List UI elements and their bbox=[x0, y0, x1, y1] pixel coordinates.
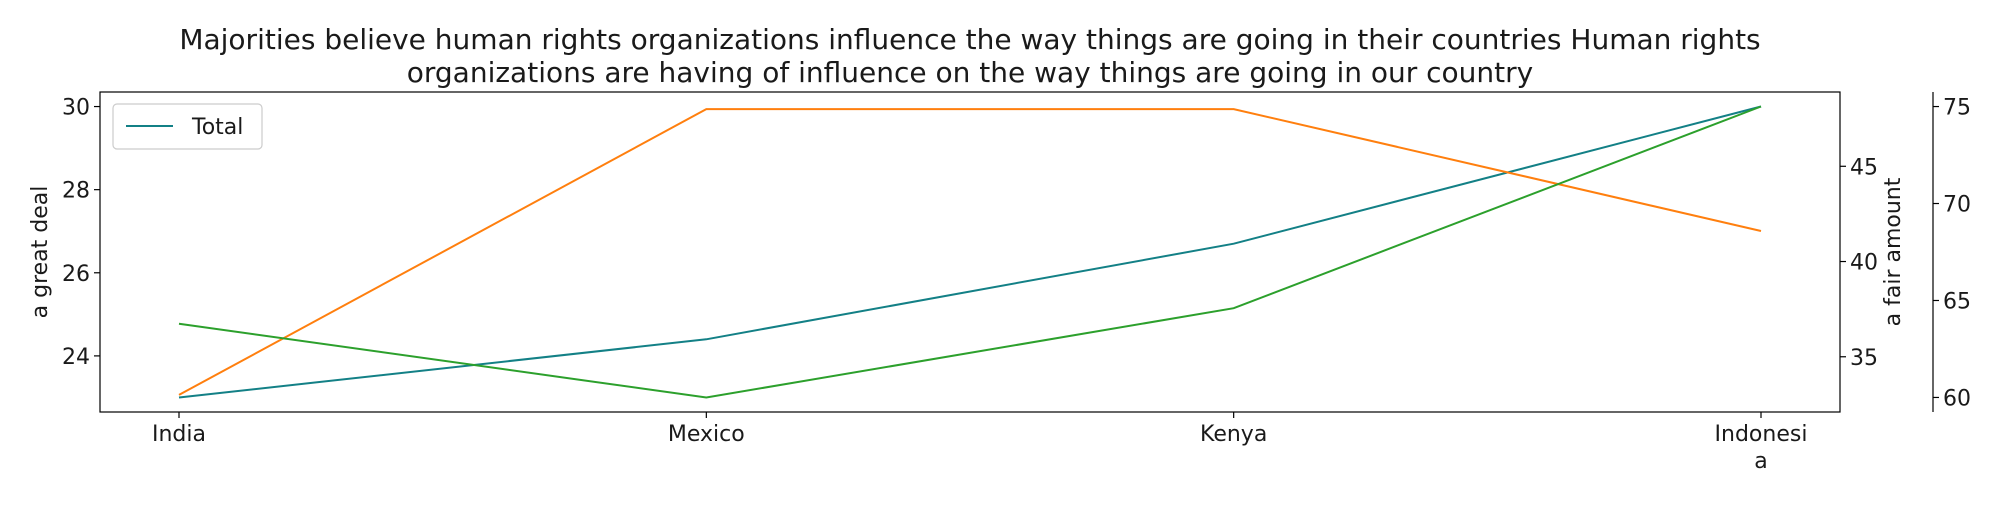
left-tick-label: 28 bbox=[62, 179, 90, 204]
left-tick-label: 24 bbox=[62, 345, 90, 370]
right-axis-1-label: a fair amount bbox=[1881, 177, 1906, 326]
x-tick-label: Indonesi a bbox=[1715, 422, 1808, 474]
legend: Total bbox=[112, 103, 263, 150]
chart-title: Majorities believe human rights organiza… bbox=[179, 23, 1760, 89]
series-lines bbox=[178, 105, 1762, 399]
chart-title-line-2: organizations are having of influence on… bbox=[407, 56, 1533, 89]
x-tick-label: Kenya bbox=[1200, 422, 1267, 447]
right2-tick-label: 65 bbox=[1943, 289, 1971, 314]
right-axis-2-ticks: 60 65 70 75 bbox=[1933, 96, 1971, 411]
right1-tick-label: 40 bbox=[1850, 251, 1878, 276]
right1-tick-label: 45 bbox=[1850, 155, 1878, 180]
series-line-total bbox=[178, 105, 1762, 399]
left-tick-label: 26 bbox=[62, 262, 90, 287]
series-line-series-2 bbox=[178, 108, 1762, 396]
x-tick-label: Mexico bbox=[668, 422, 745, 447]
series-line-series-3 bbox=[178, 105, 1762, 399]
legend-label-total: Total bbox=[191, 115, 243, 140]
right1-tick-label: 35 bbox=[1850, 346, 1878, 371]
chart-title-line-1: Majorities believe human rights organiza… bbox=[179, 23, 1760, 56]
legend-box bbox=[112, 103, 263, 150]
right2-tick-label: 70 bbox=[1943, 193, 1971, 218]
right2-tick-label: 75 bbox=[1943, 96, 1971, 121]
x-tick-label: India bbox=[152, 422, 206, 447]
plot-area-frame bbox=[99, 91, 1841, 413]
left-axis-label: a great deal bbox=[28, 186, 53, 319]
left-axis-ticks: 24 26 28 30 bbox=[62, 96, 100, 370]
x-axis-ticks: India Mexico Kenya Indonesi a bbox=[152, 412, 1807, 474]
right-axis-1-ticks: 35 40 45 bbox=[1840, 155, 1878, 371]
right2-tick-label: 60 bbox=[1943, 386, 1971, 411]
left-tick-label: 30 bbox=[62, 96, 90, 121]
